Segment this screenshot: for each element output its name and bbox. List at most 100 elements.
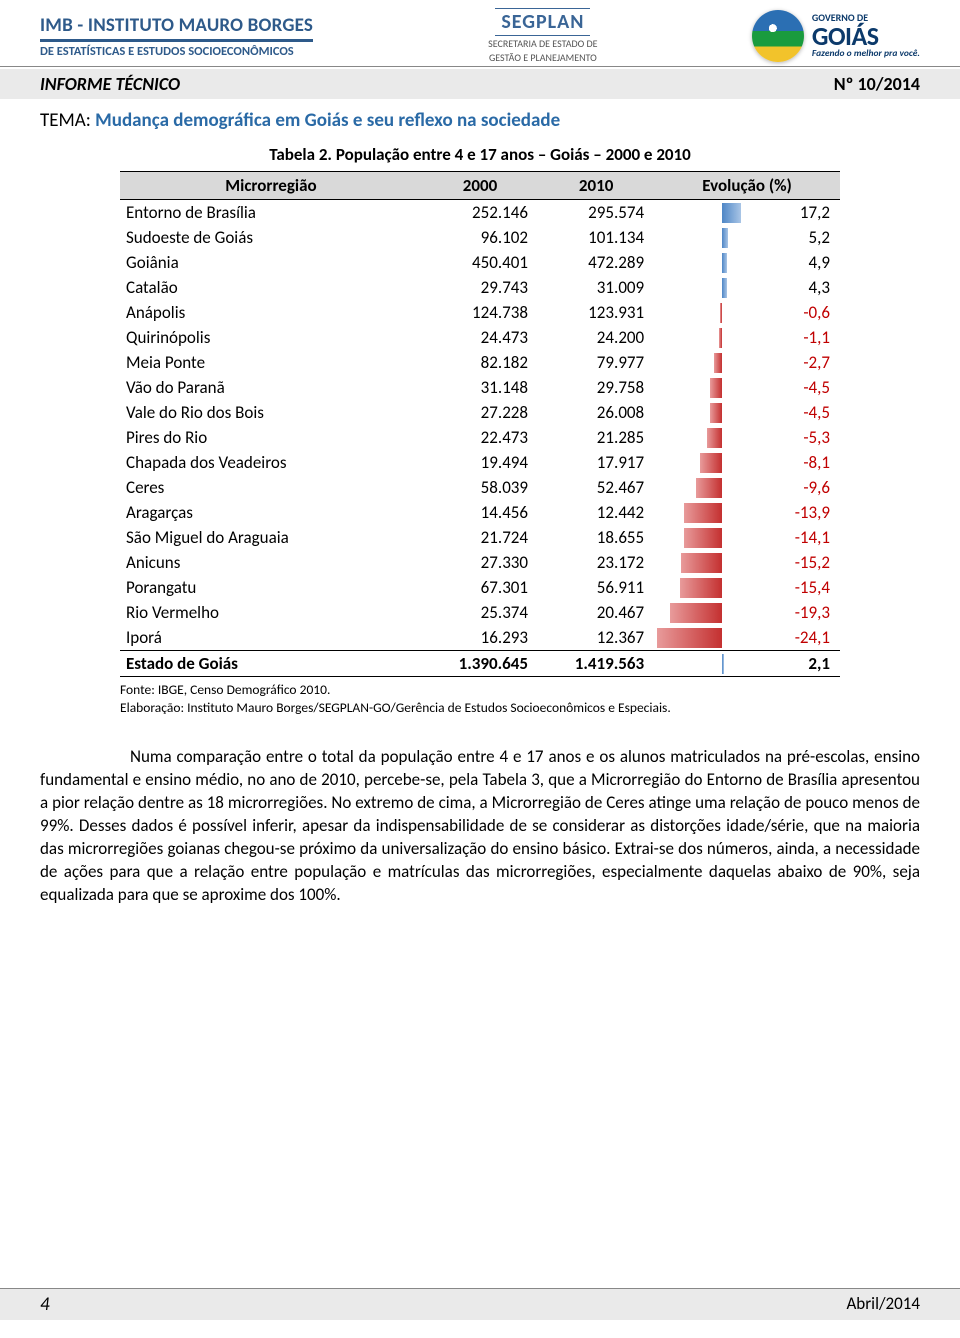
evo-value: -4,5 (744, 377, 836, 398)
evo-value: -19,3 (744, 602, 836, 623)
evo-bar (654, 627, 744, 649)
cell-evo: -1,1 (654, 325, 840, 350)
table-row: Vale do Rio dos Bois 27.228 26.008 -4,5 (120, 400, 840, 425)
evo-bar (654, 427, 744, 449)
table-row: Chapada dos Veadeiros 19.494 17.917 -8,1 (120, 450, 840, 475)
cell-evo: 2,1 (654, 651, 840, 677)
cell-evo: -15,2 (654, 550, 840, 575)
cell-name: Aragarças (120, 500, 422, 525)
cell-2010: 79.977 (538, 350, 654, 375)
cell-2010: 18.655 (538, 525, 654, 550)
cell-evo: -4,5 (654, 400, 840, 425)
rule-top (0, 66, 960, 67)
tema-line: TEMA: Mudança demográfica em Goiás e seu… (40, 109, 920, 132)
col-2010: 2010 (538, 172, 654, 200)
cell-evo: -0,6 (654, 300, 840, 325)
evo-value: -15,4 (744, 577, 836, 598)
cell-2010: 12.442 (538, 500, 654, 525)
cell-name: Estado de Goiás (120, 651, 422, 677)
evo-bar (654, 352, 744, 374)
goias-slogan: Fazendo o melhor pra você. (812, 49, 920, 59)
cell-name: Vale do Rio dos Bois (120, 400, 422, 425)
cell-2000: 22.473 (422, 425, 538, 450)
cell-2000: 19.494 (422, 450, 538, 475)
cell-evo: -8,1 (654, 450, 840, 475)
cell-name: Rio Vermelho (120, 600, 422, 625)
cell-2010: 1.419.563 (538, 651, 654, 677)
cell-evo: -15,4 (654, 575, 840, 600)
cell-evo: 4,3 (654, 275, 840, 300)
cell-2010: 472.289 (538, 250, 654, 275)
table-row: Catalão 29.743 31.009 4,3 (120, 275, 840, 300)
evo-value: 4,9 (744, 252, 836, 273)
evo-value: -8,1 (744, 452, 836, 473)
cell-name: São Miguel do Araguaia (120, 525, 422, 550)
evo-value: -15,2 (744, 552, 836, 573)
table-row: Sudoeste de Goiás 96.102 101.134 5,2 (120, 225, 840, 250)
cell-2000: 27.228 (422, 400, 538, 425)
evo-value: -0,6 (744, 302, 836, 323)
evo-bar (654, 527, 744, 549)
table-caption-rest: População entre 4 e 17 anos – Goiás – 20… (332, 144, 691, 165)
cell-2000: 58.039 (422, 475, 538, 500)
cell-name: Goiânia (120, 250, 422, 275)
table-total-row: Estado de Goiás 1.390.645 1.419.563 2,1 (120, 651, 840, 677)
col-evolucao: Evolução (%) (654, 172, 840, 200)
table-row: Anicuns 27.330 23.172 -15,2 (120, 550, 840, 575)
cell-name: Catalão (120, 275, 422, 300)
body-paragraph-text: Numa comparação entre o total da populaç… (40, 746, 920, 905)
cell-evo: -2,7 (654, 350, 840, 375)
cell-2010: 101.134 (538, 225, 654, 250)
table-row: Quirinópolis 24.473 24.200 -1,1 (120, 325, 840, 350)
cell-2000: 25.374 (422, 600, 538, 625)
cell-2000: 31.148 (422, 375, 538, 400)
table-row: Entorno de Brasília 252.146 295.574 17,2 (120, 200, 840, 226)
cell-evo: -13,9 (654, 500, 840, 525)
table-row: Vão do Paranã 31.148 29.758 -4,5 (120, 375, 840, 400)
imb-subtitle: DE ESTATÍSTICAS E ESTUDOS SOCIOECONÔMICO… (40, 44, 417, 59)
cell-name: Entorno de Brasília (120, 200, 422, 226)
cell-2010: 12.367 (538, 625, 654, 651)
segplan-subtitle-1: SECRETARIA DE ESTADO DE (417, 38, 668, 50)
cell-2010: 23.172 (538, 550, 654, 575)
cell-name: Ceres (120, 475, 422, 500)
cell-name: Quirinópolis (120, 325, 422, 350)
evo-value: -9,6 (744, 477, 836, 498)
evo-bar (654, 202, 744, 224)
evo-bar (654, 602, 744, 624)
imb-title: IMB - INSTITUTO MAURO BORGES (40, 14, 313, 42)
cell-evo: -24,1 (654, 625, 840, 651)
table-header-row: Microrregião 2000 2010 Evolução (%) (120, 172, 840, 200)
evo-value: -1,1 (744, 327, 836, 348)
table-caption-prefix: Tabela 2. (269, 144, 332, 165)
cell-evo: 4,9 (654, 250, 840, 275)
tema-text: Mudança demográfica em Goiás e seu refle… (95, 109, 560, 132)
cell-2000: 21.724 (422, 525, 538, 550)
evo-bar (654, 227, 744, 249)
cell-2000: 24.473 (422, 325, 538, 350)
evo-value: 4,3 (744, 277, 836, 298)
table-source: Fonte: IBGE, Censo Demográfico 2010. Ela… (120, 681, 840, 716)
cell-2010: 123.931 (538, 300, 654, 325)
cell-2000: 82.182 (422, 350, 538, 375)
table-caption: Tabela 2. População entre 4 e 17 anos – … (40, 144, 920, 165)
cell-evo: -5,3 (654, 425, 840, 450)
cell-evo: -4,5 (654, 375, 840, 400)
table-row: Ceres 58.039 52.467 -9,6 (120, 475, 840, 500)
table-row: Anápolis 124.738 123.931 -0,6 (120, 300, 840, 325)
table-row: São Miguel do Araguaia 21.724 18.655 -14… (120, 525, 840, 550)
cell-name: Chapada dos Veadeiros (120, 450, 422, 475)
cell-name: Pires do Rio (120, 425, 422, 450)
evo-value: -2,7 (744, 352, 836, 373)
cell-2010: 52.467 (538, 475, 654, 500)
cell-2010: 24.200 (538, 325, 654, 350)
goias-name: GOIÁS (812, 23, 920, 49)
doc-series-number: Nº 10/2014 (834, 73, 920, 95)
table-row: Rio Vermelho 25.374 20.467 -19,3 (120, 600, 840, 625)
cell-2010: 20.467 (538, 600, 654, 625)
cell-2000: 96.102 (422, 225, 538, 250)
source-line-1: Fonte: IBGE, Censo Demográfico 2010. (120, 681, 840, 699)
cell-2000: 14.456 (422, 500, 538, 525)
evo-bar (654, 502, 744, 524)
cell-2010: 31.009 (538, 275, 654, 300)
